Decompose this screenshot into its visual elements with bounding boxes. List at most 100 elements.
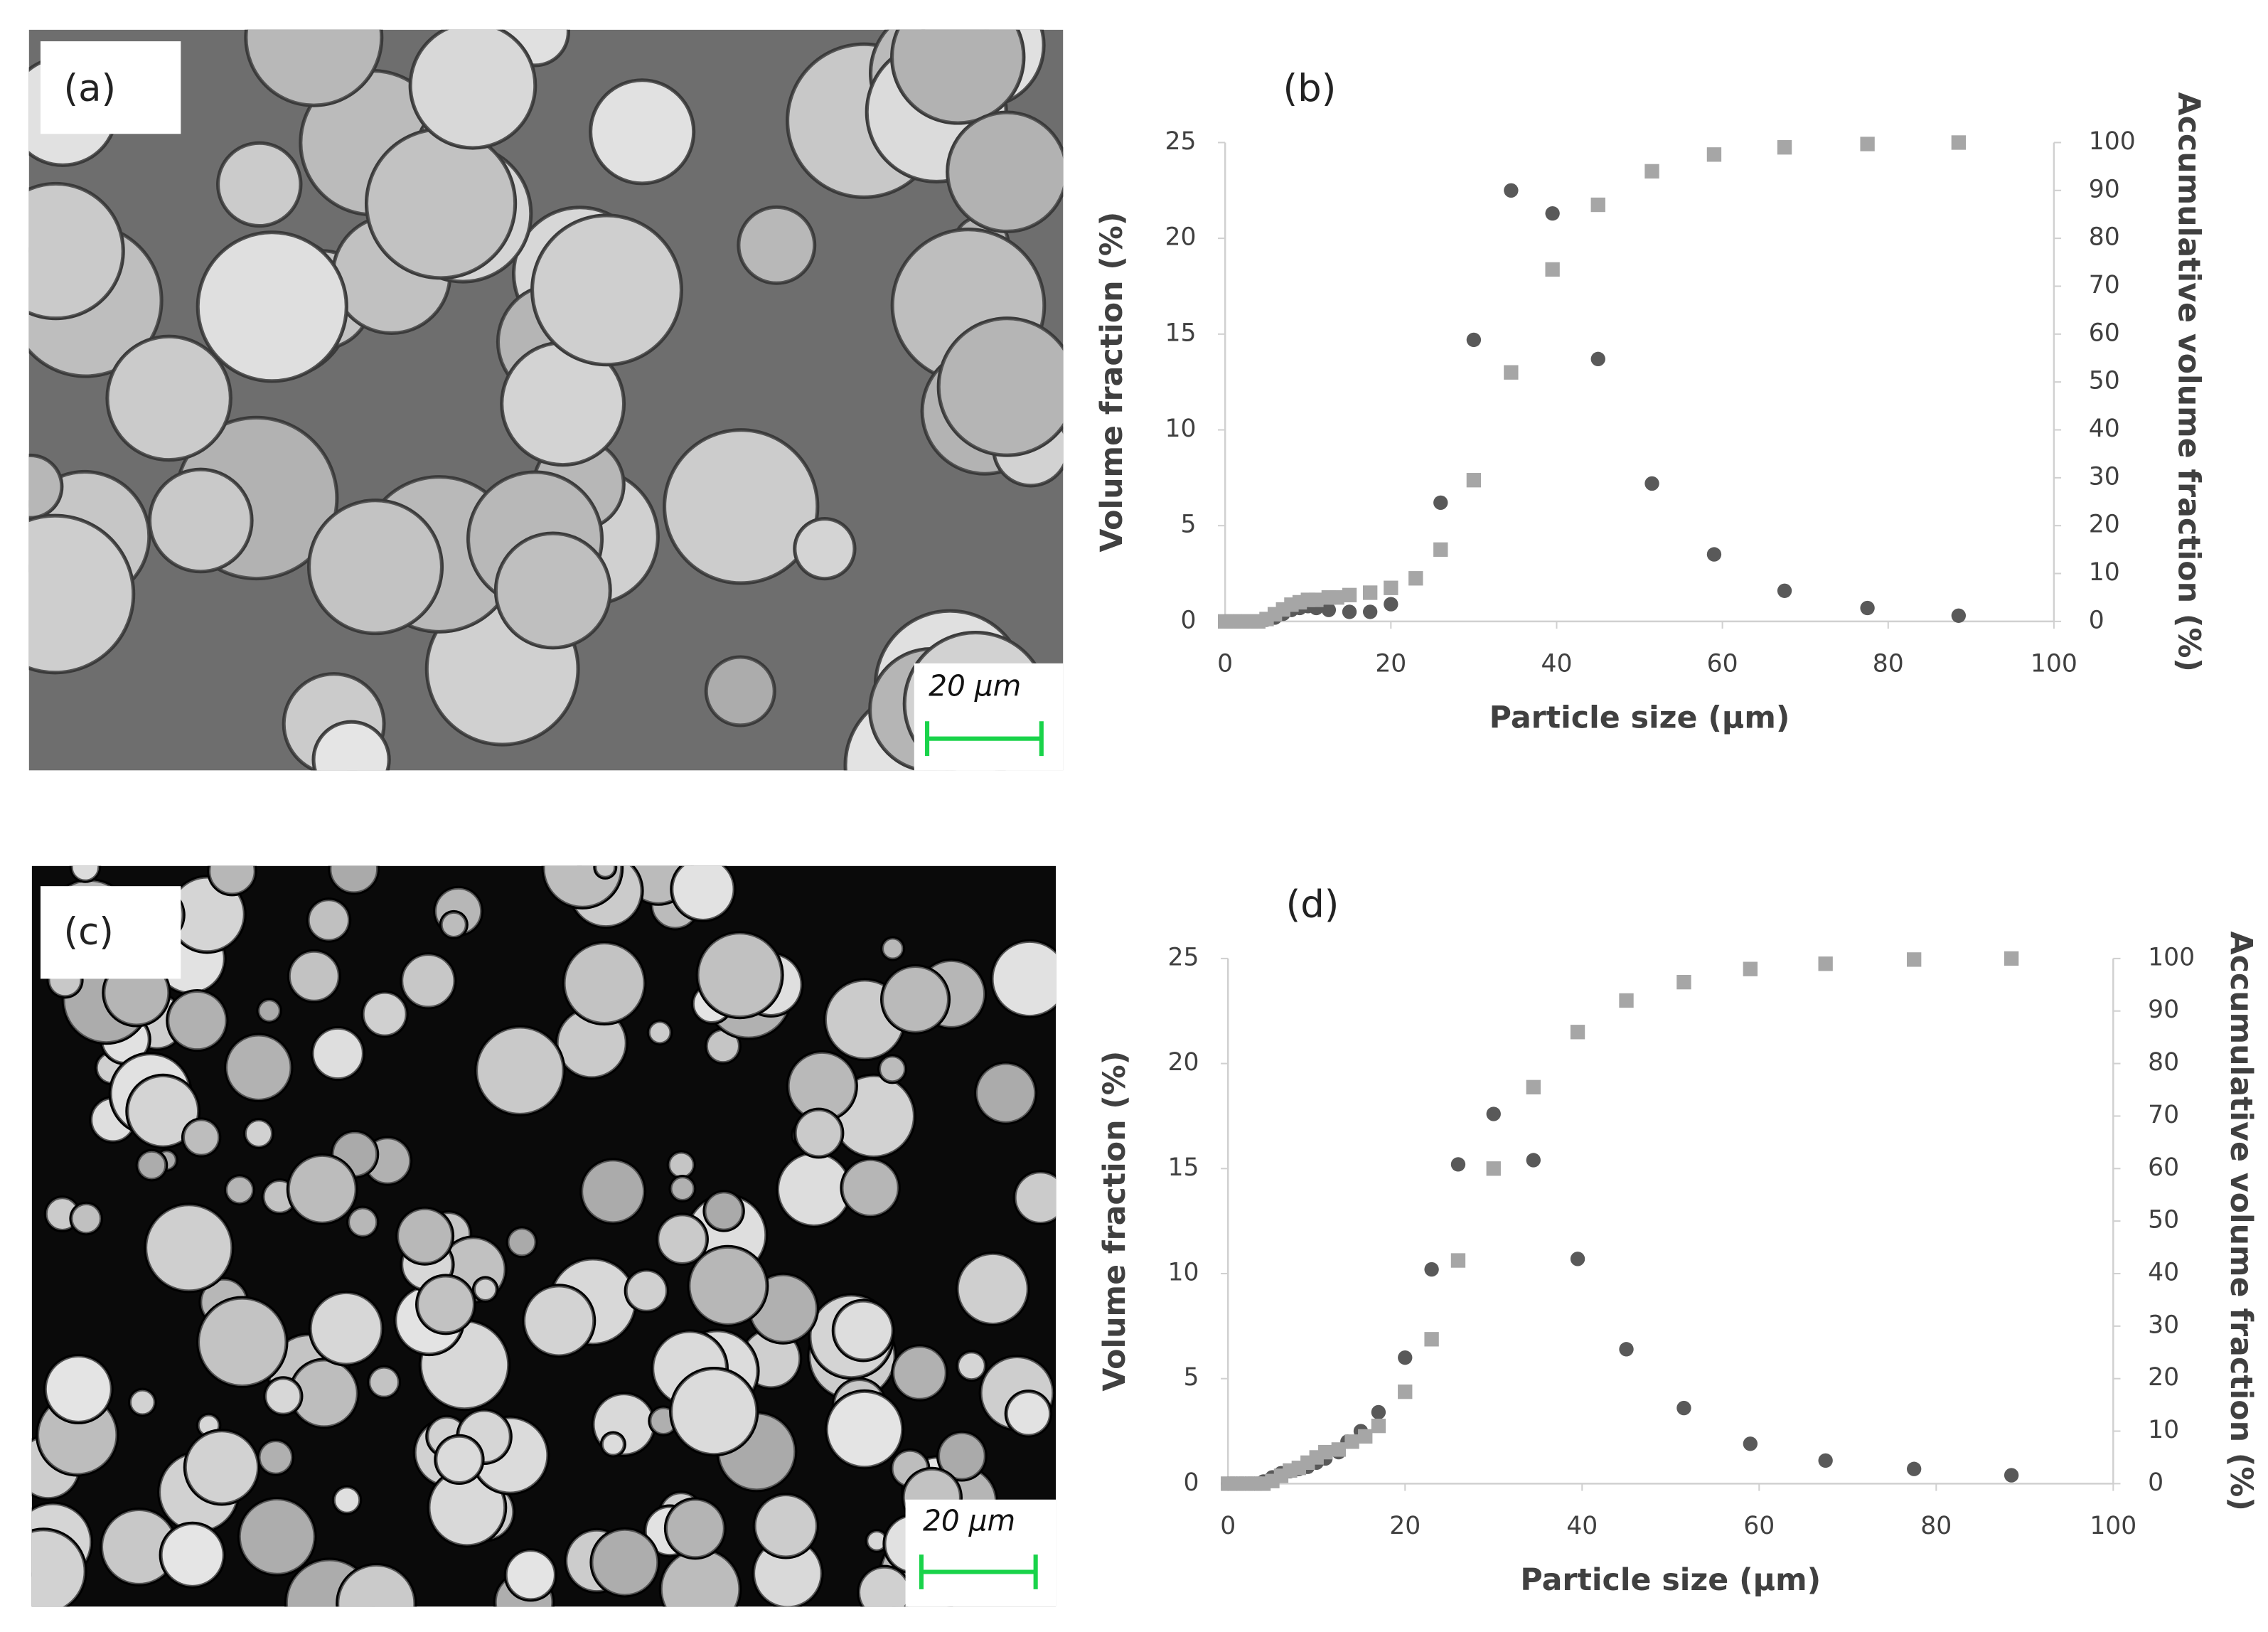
particle [754, 1495, 817, 1557]
data-point [1818, 1453, 1833, 1468]
particle [948, 112, 1064, 231]
data-point [1371, 1404, 1386, 1420]
data-point [1433, 495, 1448, 511]
particle [338, 1564, 415, 1607]
y2-tick-label: 100 [2148, 943, 2195, 971]
data-point [1450, 1157, 1466, 1172]
particle [1006, 1392, 1051, 1436]
data-point [1706, 547, 1722, 562]
data-point [1398, 1384, 1413, 1399]
x-tick-label: 60 [1743, 1512, 1775, 1540]
y-axis-title: Volume fraction (%) [1094, 212, 1130, 553]
particle [288, 1155, 356, 1223]
y2-tick-label: 80 [2089, 223, 2120, 252]
particle [150, 469, 252, 572]
particle [168, 991, 227, 1050]
data-point [1706, 147, 1722, 162]
data-point [1363, 604, 1378, 619]
particle [508, 1228, 536, 1257]
scale-bar-box [905, 1499, 1057, 1607]
x-tick-label: 40 [1541, 649, 1572, 678]
data-point [1777, 140, 1792, 155]
particle [592, 1529, 658, 1596]
particle [795, 1109, 843, 1157]
axis-line [1224, 142, 2055, 623]
particle [670, 1177, 695, 1201]
data-point [1907, 1461, 1922, 1476]
y-tick-label: 5 [1184, 1363, 1199, 1392]
y2-axis-title: Accumulative volume fraction (%) [2223, 932, 2259, 1511]
particle [533, 215, 681, 365]
particle [185, 1431, 259, 1504]
data-point [1466, 473, 1482, 488]
particle [161, 1523, 224, 1586]
particle [137, 1151, 166, 1180]
particle [436, 1436, 483, 1483]
x-tick-label: 0 [1217, 649, 1233, 678]
data-point [1504, 365, 1519, 380]
particle [648, 1021, 671, 1044]
data-point [1907, 952, 1922, 967]
x-tick-label: 20 [1375, 649, 1406, 678]
particle [697, 933, 782, 1018]
particle [314, 722, 389, 771]
data-point [1860, 600, 1875, 616]
y2-tick-label: 10 [2148, 1416, 2179, 1444]
particle [591, 80, 694, 183]
x-tick-label: 80 [1873, 649, 1904, 678]
particle [107, 336, 230, 460]
particle [289, 951, 339, 1001]
particle [363, 992, 407, 1036]
data-point [1342, 604, 1357, 619]
data-point [1486, 1106, 1501, 1121]
particle [183, 1119, 220, 1156]
particle [129, 1390, 155, 1415]
particle [309, 501, 442, 634]
data-point [1398, 1350, 1413, 1365]
y2-tick-label: 0 [2148, 1468, 2163, 1497]
particle [893, 1346, 946, 1399]
particle [601, 1433, 624, 1456]
y2-tick-label: 30 [2148, 1311, 2179, 1339]
particle [239, 1498, 315, 1574]
data-point [1433, 542, 1448, 558]
y-tick-label: 15 [1165, 319, 1196, 347]
y-tick-label: 10 [1168, 1258, 1199, 1286]
particle [333, 1487, 360, 1513]
particle [258, 1000, 280, 1022]
data-point [1570, 1025, 1585, 1040]
y2-tick-label: 60 [2148, 1153, 2179, 1182]
data-point [1424, 1262, 1439, 1277]
particle [595, 865, 616, 878]
particle [246, 29, 382, 105]
y2-tick-label: 20 [2089, 511, 2120, 539]
particle [71, 1203, 102, 1234]
data-point [1545, 206, 1560, 221]
x-tick-label: 100 [2031, 649, 2077, 678]
particle [245, 1119, 273, 1148]
particle [476, 1027, 564, 1114]
data-point [1330, 590, 1344, 605]
particle [259, 1441, 293, 1474]
y2-axis-title: Accumulative volume fraction (%) [2171, 92, 2207, 672]
data-point [1504, 183, 1519, 198]
sem-image-c [31, 865, 1057, 1607]
y2-tick-label: 20 [2148, 1363, 2179, 1392]
x-tick-label: 60 [1707, 649, 1738, 678]
particle [795, 519, 855, 579]
data-point [1371, 1418, 1386, 1434]
y2-tick-label: 10 [2089, 558, 2120, 587]
particle [225, 1035, 291, 1100]
y2-tick-label: 70 [2148, 1101, 2179, 1129]
y-axis-title: Volume fraction (%) [1097, 1051, 1133, 1392]
x-tick-label: 80 [1920, 1512, 1952, 1540]
y2-tick-label: 100 [2089, 127, 2136, 156]
data-point [1408, 571, 1423, 586]
data-point [1321, 602, 1337, 617]
y-tick-label: 0 [1180, 606, 1196, 634]
particle [31, 1530, 85, 1607]
particle [660, 1550, 740, 1607]
particle [882, 938, 904, 959]
x-tick-label: 0 [1220, 1512, 1236, 1540]
